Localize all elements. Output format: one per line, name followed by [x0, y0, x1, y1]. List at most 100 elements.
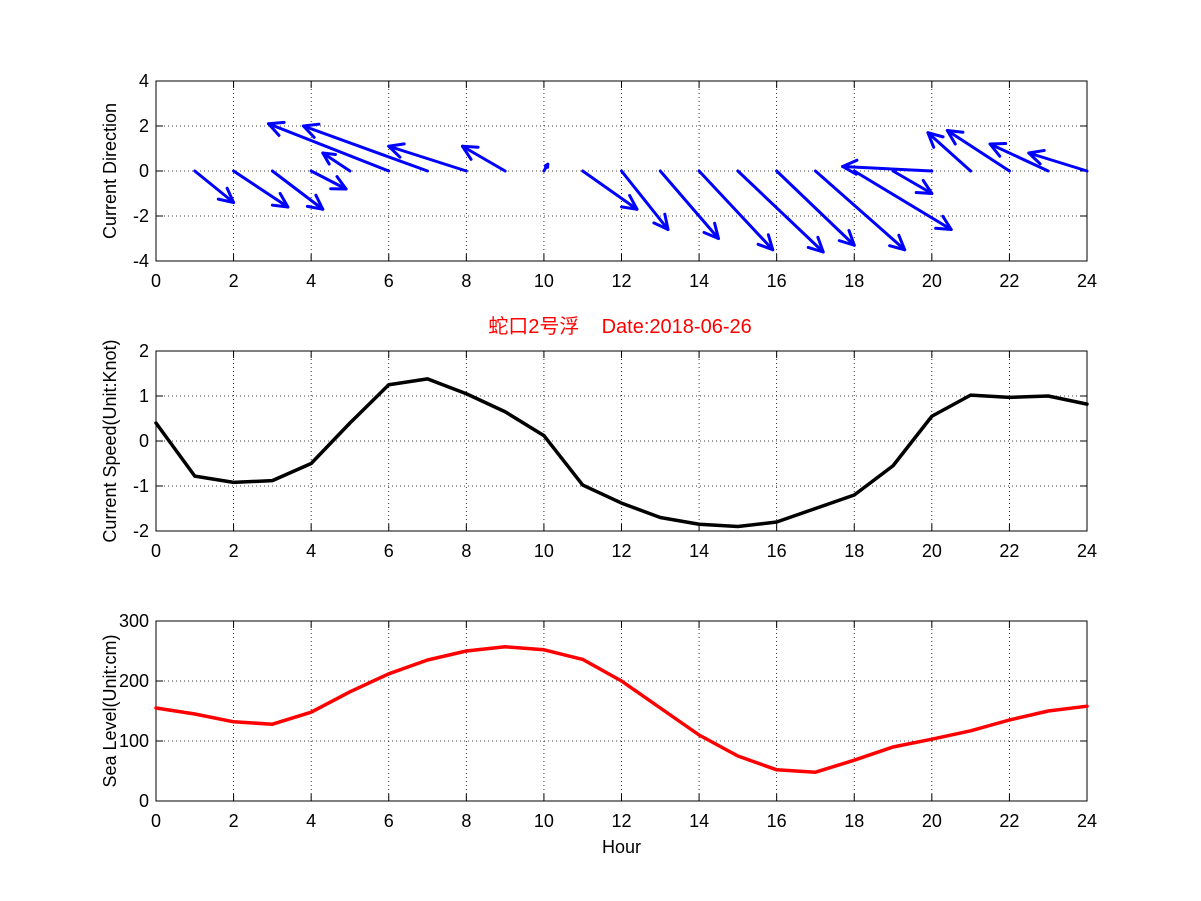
direction-arrow — [841, 158, 934, 176]
current-direction-x-tick-label: 6 — [384, 271, 394, 291]
current-direction-x-tick-label: 24 — [1077, 271, 1097, 291]
direction-arrow-shaft — [891, 169, 934, 195]
current-direction-x-tick-label: 18 — [844, 271, 864, 291]
current-speed-x-tick-label: 8 — [461, 541, 471, 561]
direction-arrow-shaft — [813, 169, 907, 252]
direction-arrow-head — [806, 235, 825, 254]
sea-level-x-tick-label: 12 — [611, 811, 631, 831]
sea-level-x-tick-label: 14 — [689, 811, 709, 831]
direction-arrow — [270, 169, 325, 211]
direction-arrow-head — [305, 193, 325, 211]
direction-arrow-shaft — [309, 169, 348, 191]
direction-arrow-shaft — [841, 165, 934, 173]
current-direction-y-tick-label: -2 — [133, 206, 149, 226]
direction-arrow-head — [945, 129, 965, 146]
direction-arrow — [266, 120, 391, 173]
direction-arrow-head — [266, 120, 286, 137]
sea-level-x-axis-label: Hour — [602, 837, 641, 857]
current-speed-y-tick-label: 0 — [139, 431, 149, 451]
sea-level-x-tick-label: 8 — [461, 811, 471, 831]
direction-arrow-shaft — [620, 169, 670, 231]
current-speed-x-tick-label: 20 — [922, 541, 942, 561]
direction-arrow-head — [841, 158, 859, 176]
direction-arrow-shaft — [697, 169, 775, 252]
direction-arrow — [542, 162, 550, 173]
current-direction-y-axis-label: Current Direction — [100, 103, 120, 239]
direction-arrow-head — [270, 191, 290, 209]
current-direction-y-tick-label: -4 — [133, 251, 149, 271]
direction-arrow-head — [888, 233, 907, 252]
direction-arrow-head — [329, 175, 348, 191]
direction-arrow-shaft — [266, 122, 391, 173]
sea-level-x-tick-label: 4 — [306, 811, 316, 831]
current-direction-x-tick-label: 16 — [767, 271, 787, 291]
chart-title: 蛇口2号浮 Date:2018-06-26 — [488, 315, 751, 338]
direction-arrow-head — [321, 151, 337, 166]
direction-arrow — [620, 169, 670, 231]
direction-arrow-shaft — [988, 142, 1050, 173]
sea-level-x-tick-label: 2 — [229, 811, 239, 831]
direction-arrow-head — [756, 233, 775, 252]
direction-arrow-shaft — [301, 124, 430, 173]
current-direction-x-tick-label: 10 — [534, 271, 554, 291]
current-speed-x-tick-label: 14 — [689, 541, 709, 561]
sea-level-x-tick-label: 20 — [922, 811, 942, 831]
direction-arrow — [926, 131, 973, 173]
current-speed-x-tick-label: 10 — [534, 541, 554, 561]
direction-arrow — [736, 169, 825, 254]
direction-arrow — [775, 169, 856, 247]
direction-arrow-head — [652, 212, 670, 231]
direction-arrow-head — [460, 144, 480, 161]
direction-arrow-shaft — [387, 144, 468, 173]
direction-arrow — [460, 144, 507, 173]
current-speed-x-tick-label: 18 — [844, 541, 864, 561]
direction-arrow — [387, 142, 468, 173]
sea-level-y-tick-label: 300 — [119, 611, 149, 631]
direction-arrow — [581, 169, 639, 211]
current-direction-y-tick-label: 0 — [139, 161, 149, 181]
direction-arrow-shaft — [581, 169, 639, 211]
direction-arrow — [301, 122, 430, 173]
current-direction-y-tick-label: 2 — [139, 116, 149, 136]
direction-arrow — [697, 169, 775, 252]
direction-arrow-head — [543, 162, 550, 169]
direction-arrow-head — [301, 122, 321, 139]
direction-arrow — [852, 169, 953, 231]
current-speed-line — [154, 377, 1089, 529]
sea-level-x-tick-label: 18 — [844, 811, 864, 831]
sea-level-x-tick-label: 16 — [767, 811, 787, 831]
direction-arrow — [1027, 148, 1089, 173]
direction-arrow-shaft — [270, 169, 325, 211]
current-speed-x-tick-label: 0 — [151, 541, 161, 561]
current-direction-x-tick-label: 0 — [151, 271, 161, 291]
direction-arrow-head — [914, 178, 934, 195]
sea-level-y-tick-label: 0 — [139, 791, 149, 811]
current-direction-x-tick-label: 4 — [306, 271, 316, 291]
current-direction-x-tick-label: 20 — [922, 271, 942, 291]
current-direction-y-tick-label: 4 — [139, 71, 149, 91]
sea-level-line — [154, 645, 1089, 774]
direction-arrow-shaft — [1027, 151, 1089, 173]
current-speed-x-tick-label: 6 — [384, 541, 394, 561]
sea-level-x-tick-label: 24 — [1077, 811, 1097, 831]
current-speed-y-tick-label: -2 — [133, 521, 149, 541]
direction-arrow-shaft — [852, 169, 953, 231]
direction-arrow — [891, 169, 934, 195]
current-speed-y-tick-label: 1 — [139, 386, 149, 406]
direction-arrow-shaft — [926, 131, 973, 173]
current-direction-x-tick-label: 8 — [461, 271, 471, 291]
direction-arrow-head — [988, 142, 1008, 158]
direction-arrow-shaft — [321, 151, 352, 173]
direction-arrow-head — [926, 131, 945, 149]
current-direction-x-tick-label: 14 — [689, 271, 709, 291]
current-speed-x-tick-label: 4 — [306, 541, 316, 561]
direction-arrow — [309, 169, 348, 191]
direction-arrow-shaft — [775, 169, 856, 247]
direction-arrow-shaft — [460, 144, 507, 173]
sea-level-x-tick-label: 0 — [151, 811, 161, 831]
current-direction-x-tick-label: 12 — [611, 271, 631, 291]
direction-arrow-head — [837, 229, 856, 247]
direction-arrow-head — [620, 193, 639, 211]
sea-level-x-tick-label: 22 — [999, 811, 1019, 831]
